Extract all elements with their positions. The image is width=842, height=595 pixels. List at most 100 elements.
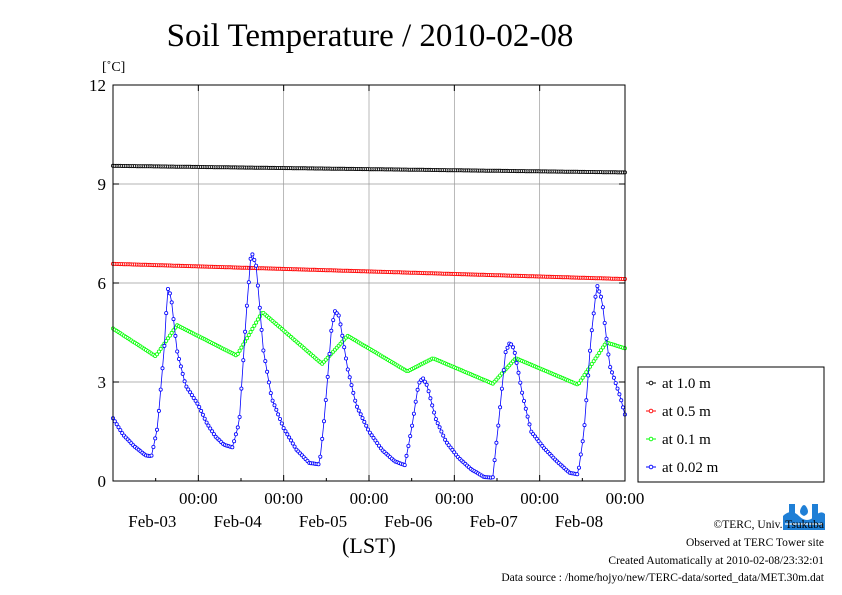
data-point: [600, 345, 605, 350]
data-point: [316, 462, 321, 467]
created-timestamp-text: Created Automatically at 2010-02-08/23:3…: [608, 555, 824, 567]
data-point: [599, 294, 604, 299]
data-point: [239, 386, 244, 391]
data-point: [188, 390, 193, 395]
data-point: [154, 352, 159, 357]
data-point: [244, 336, 249, 341]
data-point: [589, 361, 594, 366]
legend-marker: [648, 380, 654, 386]
data-point: [490, 475, 495, 480]
data-point: [243, 329, 248, 334]
data-point: [118, 428, 123, 433]
y-axis-unit: [˚C]: [102, 60, 125, 75]
data-point: [199, 408, 204, 413]
data-point: [261, 348, 266, 353]
data-point: [169, 300, 174, 305]
data-point: [591, 359, 596, 364]
data-point: [248, 329, 253, 334]
y-tick-label: 0: [98, 472, 107, 491]
data-point: [186, 387, 191, 392]
x-tick-time-label: 00:00: [606, 489, 645, 508]
data-point: [615, 386, 620, 391]
data-point: [582, 423, 587, 428]
data-point: [158, 346, 163, 351]
copyright-text: ©TERC, Univ. Tsukuba: [713, 519, 824, 531]
data-point: [441, 433, 446, 438]
data-point: [415, 387, 420, 392]
data-point: [158, 387, 163, 392]
data-point: [509, 342, 514, 347]
data-point: [246, 280, 251, 285]
data-point: [276, 412, 281, 417]
data-point: [522, 398, 527, 403]
data-source-text: Data source : /home/hojyo/new/TERC-data/…: [501, 572, 824, 584]
data-point: [360, 416, 365, 421]
data-point: [206, 423, 211, 428]
data-point: [589, 328, 594, 333]
data-point: [342, 345, 347, 350]
data-point: [287, 435, 292, 440]
data-point: [195, 401, 200, 406]
data-point: [182, 379, 187, 384]
data-point: [255, 317, 260, 322]
x-tick-time-label: 00:00: [435, 489, 474, 508]
legend-box: [637, 366, 825, 483]
data-point: [210, 429, 215, 434]
data-point: [237, 348, 242, 353]
data-point: [577, 381, 582, 386]
data-point: [288, 438, 293, 443]
data-point: [406, 443, 411, 448]
series-group: [111, 261, 627, 281]
data-point: [411, 411, 416, 416]
data-point: [338, 322, 343, 327]
data-series: [111, 163, 627, 480]
data-point: [443, 437, 448, 442]
data-point: [250, 252, 255, 257]
data-point: [606, 352, 611, 357]
y-tick-label: 6: [98, 274, 107, 293]
data-point: [248, 256, 253, 261]
data-point: [345, 367, 350, 372]
x-axis-label: (LST): [342, 533, 396, 558]
data-point: [171, 317, 176, 322]
data-point: [437, 425, 442, 430]
data-point: [505, 345, 510, 350]
data-point: [208, 426, 213, 431]
data-point: [353, 398, 358, 403]
data-point: [252, 257, 257, 262]
data-point: [404, 453, 409, 458]
data-point: [593, 356, 598, 361]
data-point: [422, 379, 427, 384]
data-point: [235, 425, 240, 430]
data-point: [439, 429, 444, 434]
data-point: [281, 426, 286, 431]
data-point: [189, 393, 194, 398]
data-point: [327, 351, 332, 356]
data-point: [343, 356, 348, 361]
data-point: [362, 419, 367, 424]
data-point: [365, 427, 370, 432]
data-point: [586, 373, 591, 378]
data-point: [246, 333, 251, 338]
data-point: [202, 416, 207, 421]
data-point: [604, 336, 609, 341]
x-tick-date-label: Feb-07: [470, 512, 519, 531]
data-point: [325, 374, 330, 379]
data-point: [510, 345, 515, 350]
legend-label: at 0.1 m: [662, 432, 711, 448]
data-point: [619, 398, 624, 403]
data-point: [578, 452, 583, 457]
data-point: [349, 383, 354, 388]
data-point: [272, 403, 277, 408]
data-point: [167, 333, 172, 338]
data-point: [239, 345, 244, 350]
data-point: [323, 397, 328, 402]
data-point: [255, 283, 260, 288]
terc-logo-icon: [781, 502, 827, 538]
data-point: [364, 423, 369, 428]
data-point: [371, 435, 376, 440]
chart-title: Soil Temperature / 2010-02-08: [167, 18, 574, 54]
legend-marker: [648, 408, 654, 414]
data-point: [167, 291, 172, 296]
